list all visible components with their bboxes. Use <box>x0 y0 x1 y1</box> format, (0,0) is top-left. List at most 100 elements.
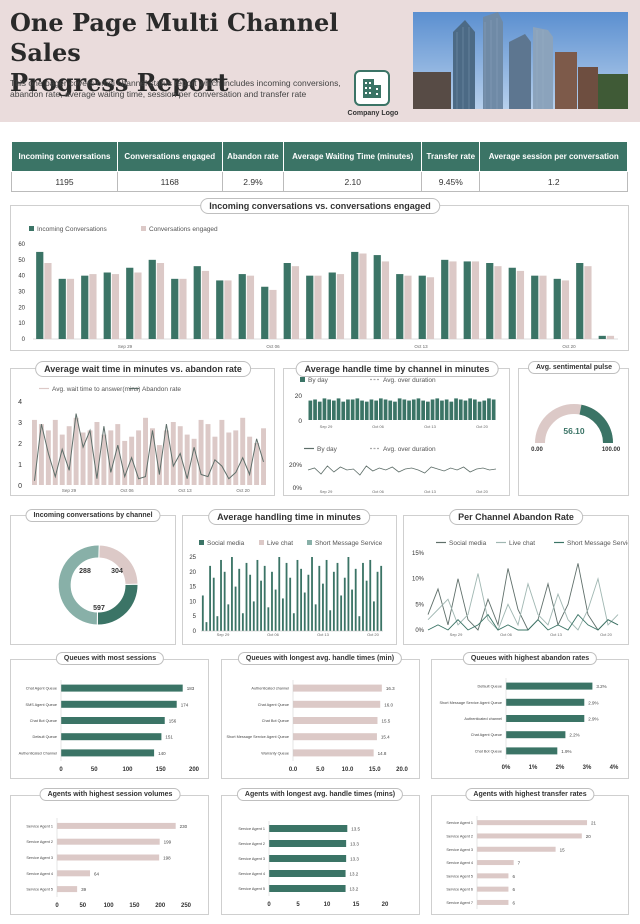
y-tick-label: 3 <box>18 420 22 427</box>
bar-engaged <box>359 253 367 339</box>
bar-wait-time <box>129 436 135 485</box>
bar-engaged <box>516 270 525 339</box>
x-tick-label: Oct 13 <box>424 489 437 494</box>
bar-value <box>477 860 514 866</box>
bar-engaged <box>539 275 547 339</box>
bar-wait-time <box>150 428 155 485</box>
y-tick-label: 60 <box>18 242 25 248</box>
bar-aht <box>241 613 244 631</box>
legend-sms-swatch <box>307 540 312 545</box>
bar-incoming <box>148 259 156 339</box>
bar-aht <box>332 571 335 631</box>
bar-handle-time <box>308 400 313 420</box>
legend-engaged-swatch <box>141 226 146 231</box>
bar-aht <box>303 592 306 631</box>
legend-by-day-swatch <box>300 377 305 382</box>
bar-aht <box>227 604 230 631</box>
agents-transfer-panel: Service Agent 1 21 Service Agent 2 20 Servic… <box>431 795 629 921</box>
bar-value-label: 13.5 <box>351 827 360 832</box>
bar-value-label: 174 <box>181 702 189 707</box>
bar-handle-time <box>355 398 360 420</box>
bar-aht <box>216 616 219 631</box>
bar-wait-time <box>219 419 225 485</box>
bar-aht <box>201 595 204 631</box>
aht-panel: Social media Live chat Short Message Servi… <box>182 515 397 645</box>
bar-handle-time <box>463 400 468 420</box>
bar-category-label: SMS Agent Queue <box>26 703 57 707</box>
bar-engaged <box>89 274 97 339</box>
bar-value <box>477 833 582 839</box>
gauge-max: 100.00 <box>602 447 621 453</box>
legend-livechat: Live chat <box>267 540 293 547</box>
bar-engaged <box>561 280 570 339</box>
bar-aht <box>281 598 284 631</box>
bar-incoming <box>576 263 584 339</box>
bar-aht <box>296 559 299 631</box>
x-tick-label: 100 <box>104 903 115 909</box>
kpi-header: Abandon rate <box>221 141 285 172</box>
queues-abandon-panel: Default Queue 3.2% Short Message Service A… <box>431 659 629 779</box>
bar-value <box>269 855 347 862</box>
bar-category-label: Service Agent 1 <box>446 821 473 825</box>
bar-incoming <box>81 275 89 339</box>
bar-handle-time <box>416 398 421 420</box>
bar-value-label: 16.0 <box>384 702 393 707</box>
x-tick-label: Oct 06 <box>372 424 385 429</box>
y-tick-label: 25 <box>189 555 196 561</box>
wait-title: Average wait time in minutes vs. abandon… <box>35 361 251 377</box>
bar-incoming <box>216 280 224 339</box>
legend-by-day: By day <box>308 377 329 384</box>
bar-category-label: Chat Agent Queue <box>471 733 502 737</box>
bar-value-label: 198 <box>163 856 171 861</box>
bar-value-label: 15.5 <box>381 719 390 724</box>
queues-handle-panel: Authenticated channel 16.3 Chat Agent Queu… <box>221 659 420 779</box>
bar-category-label: Service Agent 7 <box>446 901 473 905</box>
x-tick-label: Oct 13 <box>424 424 437 429</box>
legend-engaged: Conversations engaged <box>149 226 218 233</box>
bar-handle-time <box>435 398 440 420</box>
x-tick-label: 200 <box>155 903 166 909</box>
bar-value <box>61 700 177 708</box>
bar-engaged <box>201 270 210 339</box>
queues-abandon-chart: Default Queue 3.2% Short Message Service A… <box>440 678 619 771</box>
bar-handle-time <box>341 401 346 420</box>
bar-wait-time <box>177 426 183 485</box>
bar-incoming <box>463 261 471 339</box>
bar-incoming <box>486 263 494 339</box>
bar-aht <box>369 559 372 631</box>
bar-value-label: 13.3 <box>350 842 359 847</box>
legend-livechat-swatch <box>259 540 264 545</box>
bar-incoming <box>261 286 269 339</box>
bar-value <box>477 886 509 892</box>
x-tick-label: 150 <box>129 903 140 909</box>
bar-engaged <box>111 274 120 339</box>
donut-title: Incoming conversations by channel <box>25 509 161 522</box>
kpi-header: Transfer rate <box>421 141 481 172</box>
bar-aht <box>314 604 317 631</box>
bar-aht <box>340 595 343 631</box>
x-tick-label: 15 <box>353 902 360 908</box>
bar-category-label: Service Agent 2 <box>26 840 53 844</box>
x-tick-label: 15.0 <box>369 767 381 773</box>
y-tick-label: 20 <box>189 570 196 576</box>
bar-engaged <box>471 261 480 339</box>
bar-engaged <box>134 272 142 339</box>
bar-handle-time <box>402 399 407 420</box>
bar-category-label: Warranty Queue <box>261 751 289 755</box>
handle-chart: By day Avg. over duration 20 0 Sep 29 Oct 06 O… <box>289 377 497 494</box>
bar-value <box>293 700 381 708</box>
bar-aht <box>245 562 248 631</box>
x-tick-label: 5.0 <box>316 767 325 773</box>
bar-value-label: 151 <box>165 735 173 740</box>
donut-chart: 288 304 597 <box>57 544 139 626</box>
bar-category-label: Service Agent 5 <box>238 887 265 891</box>
bar-value-label: 6 <box>512 900 515 905</box>
x-tick-label: Oct 20 <box>367 632 380 637</box>
bar-value-label: 3.2% <box>596 684 606 689</box>
kpi-value: 1.2 <box>479 171 628 192</box>
bar-engaged <box>404 275 412 339</box>
x-tick-label: 0% <box>502 765 511 771</box>
bar-value-label: 15 <box>560 847 566 852</box>
bar-handle-time <box>393 401 397 420</box>
bar-wait-time <box>87 430 93 485</box>
